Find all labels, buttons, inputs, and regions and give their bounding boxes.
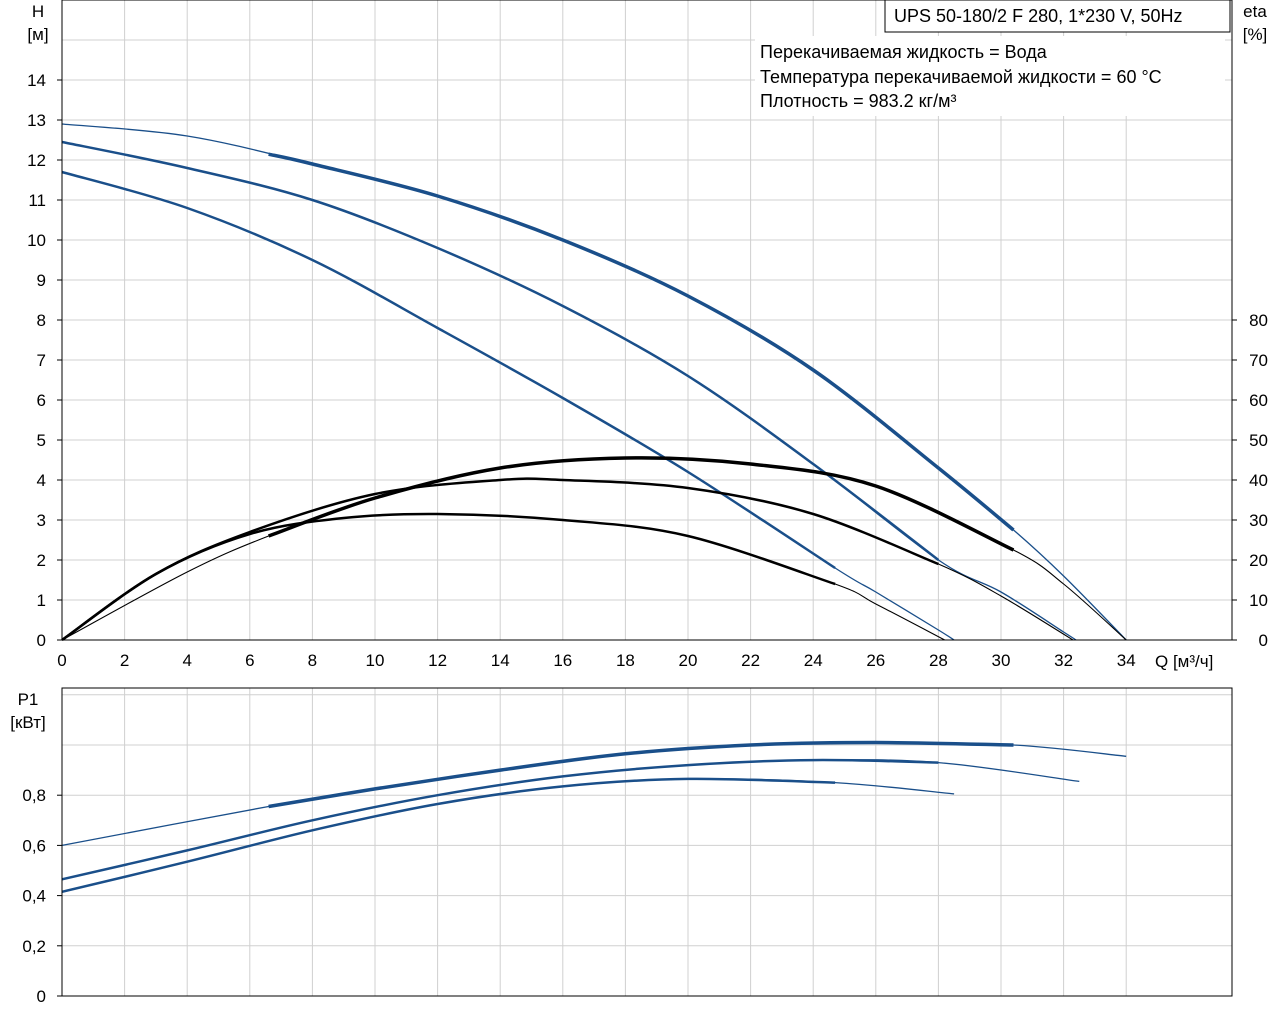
info-line-density: Плотность = 983.2 кг/м³ bbox=[760, 91, 956, 111]
y-right-tick-label: 50 bbox=[1249, 431, 1268, 450]
y-right-tick-label: 0 bbox=[1259, 631, 1268, 650]
info-line-temperature: Температура перекачиваемой жидкости = 60… bbox=[760, 67, 1162, 87]
x-tick-label: 2 bbox=[120, 651, 129, 670]
title-box bbox=[884, 0, 1231, 33]
x-tick-label: 26 bbox=[866, 651, 885, 670]
x-tick-label: 20 bbox=[679, 651, 698, 670]
efficiency-curve-3-operating-range bbox=[61, 512, 836, 642]
x-tick-label: 14 bbox=[491, 651, 510, 670]
y-right-label-line1: eta bbox=[1243, 2, 1267, 21]
x-tick-label: 6 bbox=[245, 651, 254, 670]
x-tick-label: 30 bbox=[992, 651, 1011, 670]
bottom-panel-grid bbox=[62, 688, 1232, 996]
x-tick-label: 24 bbox=[804, 651, 823, 670]
head-curve-3-operating-range bbox=[61, 170, 836, 570]
info-line-fluid: Перекачиваемая жидкость = Вода bbox=[760, 42, 1048, 62]
x-tick-label: 0 bbox=[57, 651, 66, 670]
y-right-tick-label: 20 bbox=[1249, 551, 1268, 570]
y-right-tick-label: 40 bbox=[1249, 471, 1268, 490]
y-left-tick-label: 10 bbox=[27, 231, 46, 250]
y-left-tick-label: 1 bbox=[37, 591, 46, 610]
power-curve-3-full bbox=[61, 778, 955, 893]
info-backdrop bbox=[755, 36, 1225, 116]
x-tick-label: 12 bbox=[428, 651, 447, 670]
y-left-tick-label: 3 bbox=[37, 511, 46, 530]
efficiency-curve-1-operating-range bbox=[268, 456, 1015, 552]
efficiency-curve-1-full bbox=[61, 457, 1127, 641]
y-left-label-bottom-line1: P1 bbox=[18, 690, 39, 709]
y-left-tick-label: 11 bbox=[28, 191, 46, 210]
y-left-tick-label: 5 bbox=[37, 431, 46, 450]
x-axis-label: Q [м³/ч] bbox=[1155, 652, 1213, 671]
y-power-tick-label: 0,2 bbox=[22, 937, 46, 956]
y-left-tick-label: 12 bbox=[27, 151, 46, 170]
y-right-tick-label: 60 bbox=[1249, 391, 1268, 410]
top-panel-ticks: 0 2 4 6 8 10 12 14 16 18 20 22 24 26 28 30 32 34012345678… bbox=[27, 71, 1268, 670]
y-power-tick-label: 0,4 bbox=[22, 887, 46, 906]
x-tick-label: 10 bbox=[366, 651, 385, 670]
y-left-tick-label: 2 bbox=[37, 551, 46, 570]
x-tick-label: 22 bbox=[741, 651, 760, 670]
y-right-tick-label: 10 bbox=[1249, 591, 1268, 610]
y-power-tick-label: 0,8 bbox=[22, 786, 46, 805]
y-left-tick-label: 13 bbox=[27, 111, 46, 130]
head-curve-1-full bbox=[61, 123, 1127, 641]
x-tick-label: 18 bbox=[616, 651, 635, 670]
y-left-tick-label: 9 bbox=[37, 271, 46, 290]
x-tick-label: 32 bbox=[1054, 651, 1073, 670]
y-left-tick-label: 6 bbox=[37, 391, 46, 410]
y-left-tick-label: 8 bbox=[37, 311, 46, 330]
power-curve-3-operating-range bbox=[61, 777, 836, 894]
y-left-label-top-line2: [м] bbox=[27, 25, 48, 44]
power-curve-2-full bbox=[61, 759, 1080, 880]
x-tick-label: 4 bbox=[182, 651, 191, 670]
y-right-tick-label: 80 bbox=[1249, 311, 1268, 330]
y-left-tick-label: 4 bbox=[37, 471, 46, 490]
top-panel-curves bbox=[61, 123, 1127, 642]
power-curve-1-operating-range bbox=[268, 740, 1014, 809]
bottom-panel-frame bbox=[61, 687, 1233, 997]
x-tick-label: 28 bbox=[929, 651, 948, 670]
head-curve-3-full bbox=[61, 171, 955, 641]
y-left-tick-label: 7 bbox=[37, 351, 46, 370]
x-tick-label: 8 bbox=[308, 651, 317, 670]
y-right-tick-label: 70 bbox=[1249, 351, 1268, 370]
y-power-tick-label: 0 bbox=[37, 987, 46, 1006]
y-right-tick-label: 30 bbox=[1249, 511, 1268, 530]
y-left-tick-label: 14 bbox=[27, 71, 46, 90]
top-panel-frame bbox=[61, 0, 1233, 641]
title-box-text: UPS 50-180/2 F 280, 1*230 V, 50Hz bbox=[894, 6, 1183, 26]
bottom-panel-curves bbox=[61, 740, 1127, 894]
y-power-tick-label: 0,6 bbox=[22, 836, 46, 855]
head-curve-1-operating-range bbox=[268, 152, 1015, 532]
y-right-label-line2: [%] bbox=[1243, 25, 1268, 44]
x-tick-label: 34 bbox=[1117, 651, 1136, 670]
x-tick-label: 16 bbox=[553, 651, 572, 670]
bottom-panel-ticks: 0 0,2 0,4 0,6 0,8 bbox=[22, 786, 62, 1006]
head-curve-2-operating-range bbox=[61, 140, 940, 561]
power-curve-2-operating-range bbox=[61, 758, 939, 881]
y-left-tick-label: 0 bbox=[37, 631, 46, 650]
y-left-label-bottom-line2: [кВт] bbox=[10, 713, 45, 732]
y-left-label-top-line1: H bbox=[32, 2, 44, 21]
